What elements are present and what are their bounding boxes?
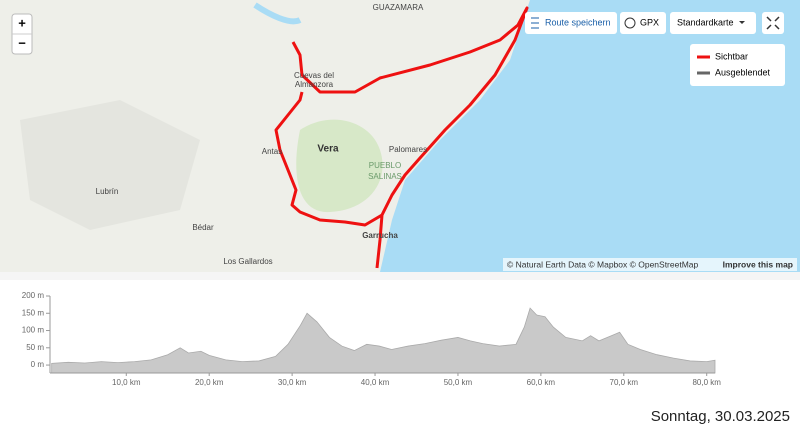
gpx-label[interactable]: GPX <box>640 17 659 27</box>
x-tick-label: 20,0 km <box>195 378 224 387</box>
dropdown-arrow <box>739 21 745 24</box>
fullscreen-icon <box>766 16 780 30</box>
place-label: PUEBLO <box>369 161 401 170</box>
place-label: Palomares <box>389 145 427 154</box>
x-tick-label: 40,0 km <box>361 378 390 387</box>
style-label[interactable]: Standardkarte <box>677 17 734 27</box>
attribution: © Natural Earth Data © Mapbox © OpenStre… <box>507 259 699 269</box>
route <box>274 6 529 269</box>
place-label: Bédar <box>192 223 214 232</box>
save-label[interactable]: Route speichern <box>545 17 611 27</box>
save-icon <box>531 17 539 29</box>
place-label: Garrucha <box>362 231 398 240</box>
map-labels: GUAZAMARA Cuevas del Almanzora Vera Anta… <box>96 3 427 266</box>
improve-link[interactable]: Improve this map <box>723 259 793 269</box>
attribution-box <box>503 258 797 271</box>
gpx-button[interactable] <box>620 12 666 34</box>
place-label: Cuevas del <box>294 71 334 80</box>
y-tick-label: 150 m <box>22 308 45 317</box>
x-tick-label: 10,0 km <box>112 378 141 387</box>
map-green <box>296 119 383 213</box>
zoom-in[interactable]: + <box>18 15 26 30</box>
date: Sonntag, 30.03.2025 <box>651 408 790 425</box>
legend-label: Ausgeblendet <box>715 67 771 77</box>
x-tick-label: 70,0 km <box>610 378 639 387</box>
splitter[interactable] <box>0 272 800 280</box>
toolbar: Route speichern GPX Standardkarte <box>525 12 784 34</box>
place-label: GUAZAMARA <box>373 3 424 12</box>
y-tick-label: 50 m <box>26 343 44 352</box>
x-tick-label: 60,0 km <box>527 378 556 387</box>
place-label: Antas <box>262 147 282 156</box>
elevation-chart: 0 m 50 m 100 m 150 m 200 m 10,0 km 20,0 km 30,0… <box>22 291 722 387</box>
legend-box <box>690 44 785 86</box>
x-tick-label: 30,0 km <box>278 378 307 387</box>
gpx-icon <box>624 17 636 29</box>
x-tick-label: 80,0 km <box>692 378 721 387</box>
zoom-out[interactable]: − <box>18 35 26 50</box>
place-label: Lubrín <box>96 187 119 196</box>
place-label: Vera <box>317 144 339 155</box>
style-button[interactable] <box>670 12 756 34</box>
fullscreen-button[interactable] <box>762 12 784 34</box>
x-tick-label: 50,0 km <box>444 378 473 387</box>
elevation-area <box>51 307 716 374</box>
place-label: SALINAS <box>368 172 402 181</box>
y-tick-label: 100 m <box>22 326 45 335</box>
map-relief <box>20 100 200 230</box>
legend: Sichtbar Ausgeblendet <box>690 44 785 86</box>
y-tick-label: 200 m <box>22 291 45 300</box>
zoom-controls: + − <box>11 13 33 55</box>
place-label: Almanzora <box>295 80 334 89</box>
save-button[interactable] <box>525 12 617 34</box>
map-lake <box>253 2 302 25</box>
legend-label: Sichtbar <box>715 51 748 61</box>
y-tick-label: 0 m <box>31 360 45 369</box>
place-label: Los Gallardos <box>223 257 272 266</box>
